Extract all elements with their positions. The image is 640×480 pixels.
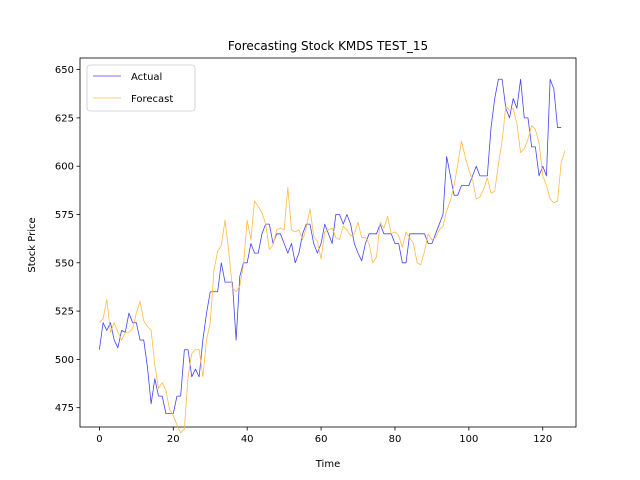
- x-tick-label: 0: [96, 434, 102, 445]
- y-tick-label: 550: [55, 258, 74, 269]
- y-tick-label: 600: [55, 162, 74, 173]
- y-tick-label: 625: [55, 113, 74, 124]
- y-axis-label: Stock Price: [27, 217, 38, 272]
- x-axis-label: Time: [315, 459, 340, 470]
- legend-box: [86, 64, 196, 112]
- x-tick-label: 40: [241, 434, 254, 445]
- y-tick-label: 575: [55, 210, 74, 221]
- x-axis-ticks: 0 20 40 60 80 100 120: [96, 427, 552, 445]
- chart-title: Forecasting Stock KMDS TEST_15: [228, 39, 428, 53]
- x-tick-label: 80: [389, 434, 402, 445]
- x-tick-label: 60: [315, 434, 328, 445]
- plot-frame: [79, 57, 577, 428]
- legend-label-actual: Actual: [131, 72, 162, 83]
- y-axis-ticks: 475 500 525 550 575 600 625 650: [55, 65, 80, 414]
- y-tick-label: 475: [55, 403, 74, 414]
- legend-label-forecast: Forecast: [131, 94, 173, 105]
- series-line-actual: [99, 78, 562, 414]
- plot-area: [79, 57, 577, 428]
- x-tick-label: 100: [459, 434, 478, 445]
- x-tick-label: 120: [533, 434, 552, 445]
- legend: Actual Forecast: [86, 64, 196, 112]
- series-layer: [99, 78, 566, 434]
- y-tick-label: 500: [55, 355, 74, 366]
- x-tick-label: 20: [167, 434, 180, 445]
- y-tick-label: 650: [55, 65, 74, 76]
- y-tick-label: 525: [55, 307, 74, 318]
- series-line-forecast: [99, 105, 566, 434]
